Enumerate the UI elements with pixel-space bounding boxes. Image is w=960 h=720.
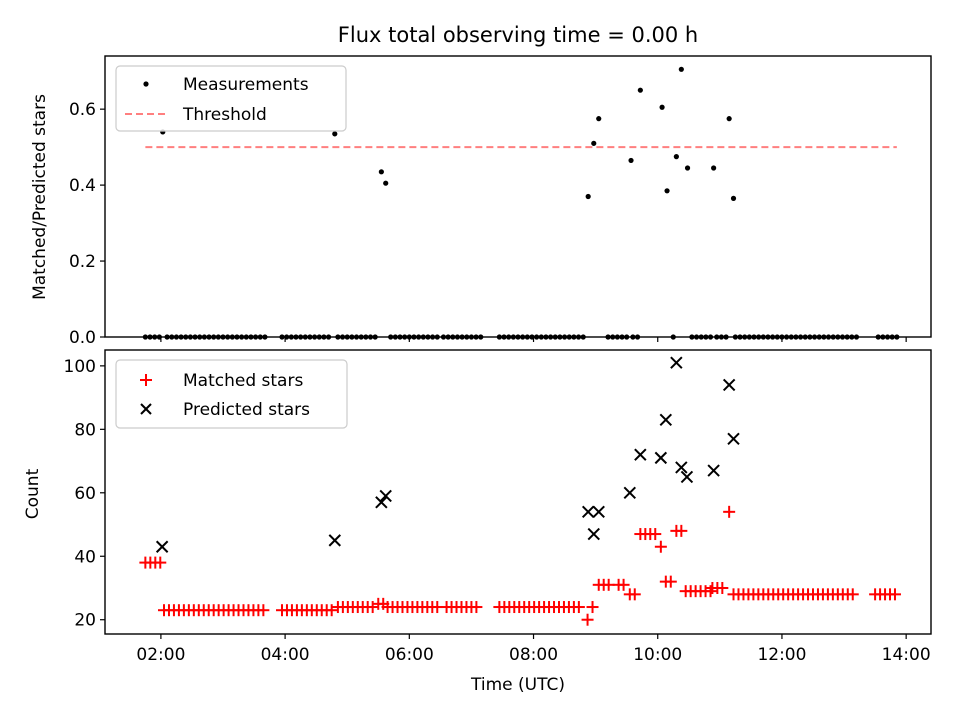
measurement-point bbox=[596, 116, 602, 122]
matched-star-point bbox=[325, 604, 338, 617]
predicted-star-point bbox=[634, 448, 647, 461]
measurement-point bbox=[591, 140, 597, 146]
matched-star-point bbox=[664, 575, 677, 588]
measurement-point bbox=[678, 66, 684, 72]
matched-star-point bbox=[257, 604, 270, 617]
top-x-ticks bbox=[160, 337, 907, 342]
bottom-ytick-label-4: 100 bbox=[64, 357, 96, 377]
matched-star-point bbox=[675, 524, 688, 537]
bottom-xtick-label-1: 04:00 bbox=[261, 645, 310, 665]
measurement-point bbox=[637, 87, 643, 93]
top-panel: 0.0 0.2 0.4 0.6 Matched/Predicted stars Mea… bbox=[30, 55, 932, 348]
matched-star-point bbox=[723, 505, 736, 518]
predicted-star-point bbox=[375, 496, 388, 509]
predicted-star-point bbox=[727, 432, 740, 446]
measurement-point bbox=[378, 169, 384, 175]
measurement-point bbox=[664, 188, 670, 194]
top-legend: Measurements Threshold bbox=[115, 65, 347, 132]
bottom-ytick-label-2: 60 bbox=[74, 484, 96, 504]
matched-star-point bbox=[716, 581, 729, 594]
measurement-point bbox=[383, 180, 389, 186]
bottom-ytick-label-3: 80 bbox=[74, 420, 96, 440]
matched-star-point bbox=[572, 601, 585, 614]
measurement-point bbox=[711, 165, 717, 171]
bottom-x-ticks: 02:00 04:00 06:00 08:00 10:00 12:00 14:00 bbox=[136, 634, 931, 665]
measurement-point bbox=[726, 116, 732, 122]
predicted-star-point bbox=[670, 356, 683, 369]
predicted-star-point bbox=[581, 505, 595, 519]
predicted-star-point bbox=[155, 540, 169, 553]
x-axis-label: Time (UTC) bbox=[470, 675, 565, 695]
measurement-point bbox=[659, 104, 665, 110]
legend-measurements-marker bbox=[143, 81, 149, 87]
predicted-star-point bbox=[680, 470, 694, 484]
top-y-ticks: 0.0 0.2 0.4 0.6 bbox=[69, 100, 105, 348]
legend-predicted-label: Predicted stars bbox=[183, 400, 310, 420]
predicted-star-point bbox=[659, 413, 673, 427]
top-y-axis-label: Matched/Predicted stars bbox=[30, 94, 50, 300]
legend-threshold-label: Threshold bbox=[182, 105, 267, 125]
predicted-star-point bbox=[675, 461, 688, 474]
predicted-star-point bbox=[654, 451, 668, 465]
matched-star-point bbox=[581, 613, 594, 626]
legend-matched-marker bbox=[140, 374, 152, 386]
measurement-point bbox=[332, 131, 338, 137]
top-ytick-label-0: 0.0 bbox=[69, 328, 96, 348]
bottom-xtick-label-5: 12:00 bbox=[757, 645, 806, 665]
bottom-y-ticks: 20 40 60 80 100 bbox=[64, 357, 105, 631]
predicted-star-point bbox=[722, 378, 736, 392]
top-axes-frame bbox=[104, 55, 932, 338]
matched-star-point bbox=[470, 601, 483, 614]
matched-star-point bbox=[154, 556, 167, 569]
matched-star-point bbox=[649, 528, 662, 541]
matched-star-point bbox=[586, 601, 599, 614]
bottom-y-axis-label: Count bbox=[23, 468, 43, 519]
legend-measurements-label: Measurements bbox=[183, 75, 309, 95]
bottom-ytick-label-0: 20 bbox=[74, 611, 96, 631]
measurement-point bbox=[684, 165, 691, 171]
measurement-point bbox=[730, 195, 737, 201]
legend-matched-label: Matched stars bbox=[183, 371, 303, 391]
top-plot-area bbox=[142, 66, 900, 340]
matched-star-point bbox=[888, 588, 901, 601]
predicted-star-point bbox=[707, 464, 720, 477]
legend-predicted-marker bbox=[140, 403, 152, 415]
matched-star-point bbox=[846, 588, 859, 601]
bottom-plot-area bbox=[139, 356, 901, 626]
bottom-xtick-label-6: 14:00 bbox=[882, 645, 931, 665]
predicted-star-point bbox=[623, 486, 636, 500]
measurement-point bbox=[585, 193, 591, 200]
matched-star-point bbox=[617, 578, 630, 591]
bottom-xtick-label-2: 06:00 bbox=[385, 645, 434, 665]
bottom-axes-frame bbox=[104, 349, 932, 635]
top-chart-title: Flux total observing time = 0.00 h bbox=[338, 23, 698, 47]
bottom-legend: Matched stars Predicted stars bbox=[115, 359, 348, 429]
measurement-point bbox=[628, 157, 634, 164]
bottom-xtick-label-0: 02:00 bbox=[136, 645, 185, 665]
bottom-xtick-label-4: 10:00 bbox=[633, 645, 682, 665]
top-ytick-label-2: 0.4 bbox=[69, 176, 96, 196]
predicted-star-point bbox=[328, 534, 341, 547]
predicted-star-point bbox=[587, 527, 600, 541]
matched-star-point bbox=[628, 588, 641, 601]
bottom-panel: 20 40 60 80 100 02:00 04:00 06:00 08:00 10:00 12:… bbox=[23, 349, 932, 695]
top-ytick-label-3: 0.6 bbox=[69, 100, 96, 120]
measurement-point bbox=[673, 154, 679, 160]
measurement-zero-group bbox=[732, 334, 860, 340]
predicted-star-point bbox=[379, 489, 392, 503]
bottom-ytick-label-1: 40 bbox=[74, 547, 96, 567]
matched-star-point bbox=[654, 540, 667, 553]
top-ytick-label-1: 0.2 bbox=[69, 252, 96, 272]
bottom-xtick-label-3: 08:00 bbox=[509, 645, 558, 665]
predicted-star-point bbox=[592, 505, 605, 519]
